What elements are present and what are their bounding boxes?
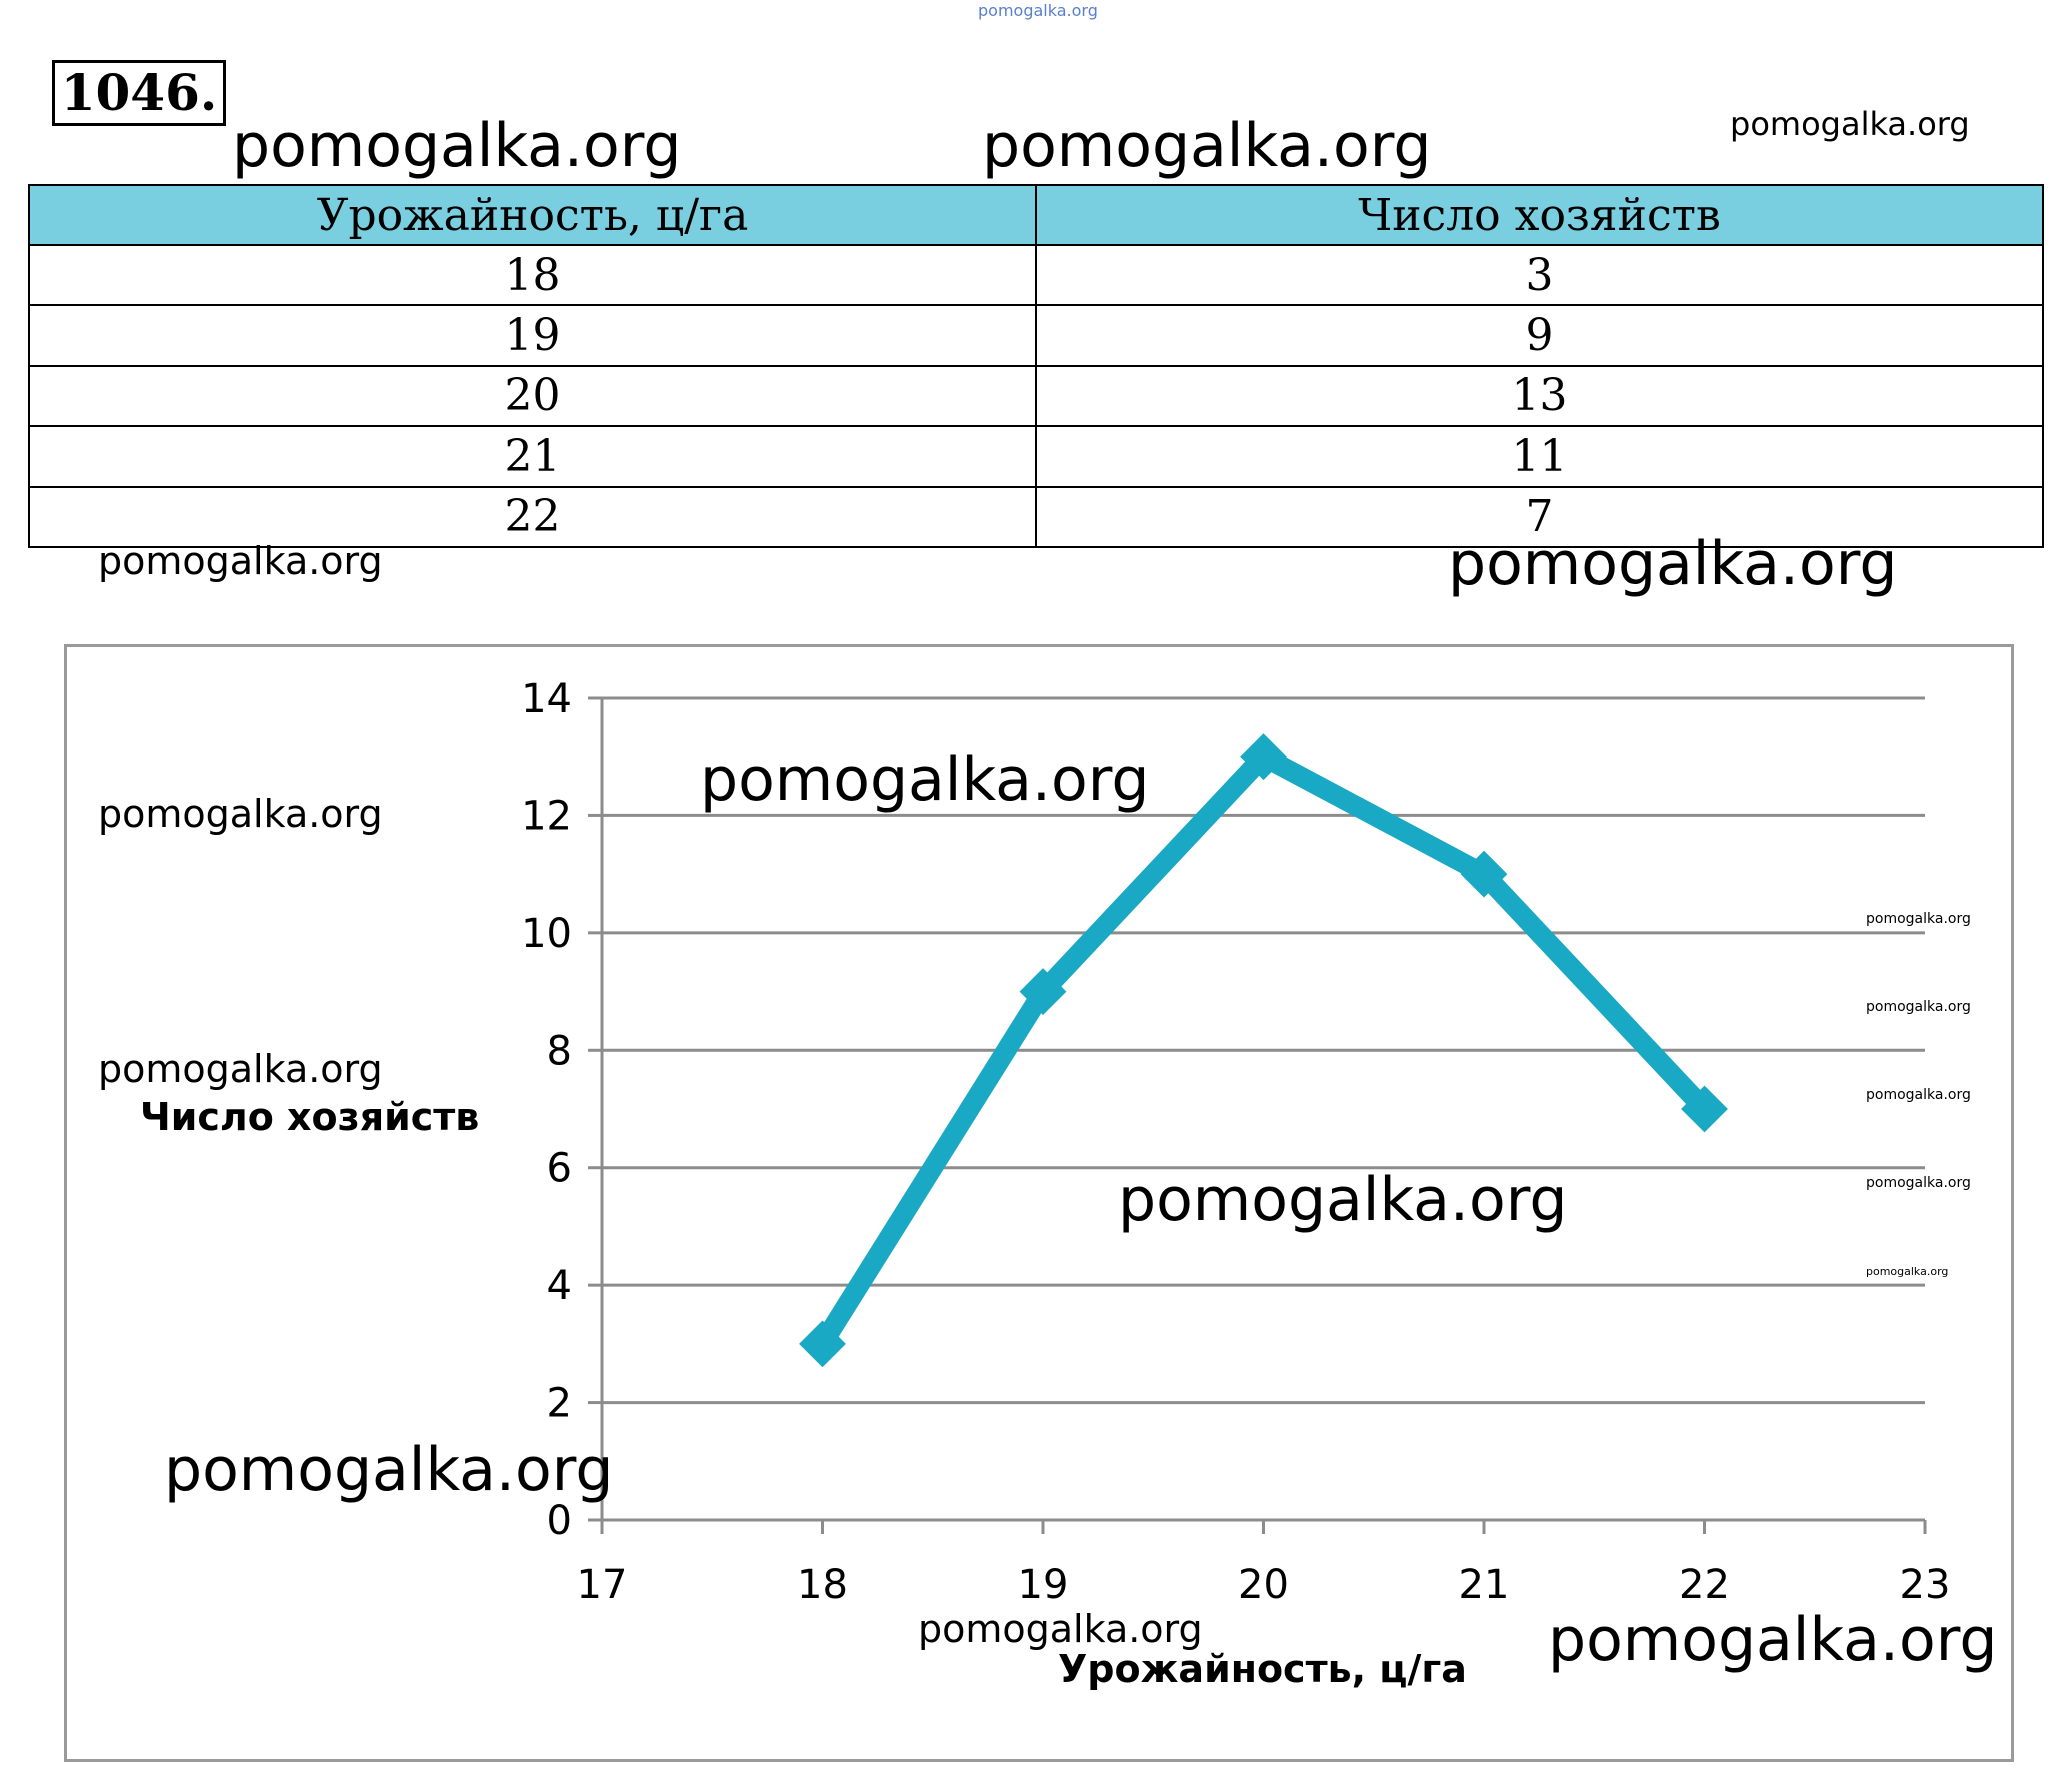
table-cell: 3 — [1035, 243, 2044, 307]
x-tick-label: 17 — [577, 1562, 628, 1608]
table-cell: 22 — [28, 485, 1037, 549]
x-axis-label: Урожайность, ц/га — [1058, 1647, 1467, 1691]
data-point-marker — [1681, 1085, 1728, 1133]
watermark-tiny: pomogalka.org — [1866, 1265, 1949, 1278]
watermark-tiny: pomogalka.org — [1866, 999, 1971, 1015]
watermark-large: pomogalka.org — [1548, 1605, 1998, 1675]
x-tick-label: 21 — [1459, 1562, 1510, 1608]
watermark-large: pomogalka.org — [1118, 1165, 1568, 1235]
data-table: Урожайность, ц/га Число хозяйств 18 3 19 9… — [28, 184, 2044, 549]
table-row: 18 3 — [28, 243, 2044, 307]
problem-number: 1046. — [52, 60, 226, 126]
watermark-large: pomogalka.org — [1448, 529, 1898, 599]
y-tick-label: 8 — [547, 1028, 572, 1074]
x-tick-label: 18 — [797, 1562, 848, 1608]
watermark-large: pomogalka.org — [232, 111, 682, 181]
watermark-tiny: pomogalka.org — [1866, 911, 1971, 927]
chart-frame — [64, 644, 2014, 1762]
table-header-cell: Урожайность, ц/га — [28, 184, 1037, 246]
watermark-large: pomogalka.org — [700, 745, 1150, 815]
table-cell: 7 — [1035, 485, 2044, 549]
table-header-cell: Число хозяйств — [1035, 184, 2044, 246]
table-cell: 19 — [28, 304, 1037, 367]
y-tick-label: 10 — [521, 911, 572, 957]
x-tick-label: 20 — [1238, 1562, 1289, 1608]
watermark-top-tiny: pomogalka.org — [978, 1, 1098, 20]
watermark-tiny: pomogalka.org — [1866, 1175, 1971, 1191]
y-tick-label: 2 — [547, 1381, 572, 1427]
watermark-medium: pomogalka.org — [1730, 105, 1970, 143]
data-point-marker — [799, 1320, 846, 1368]
table-cell: 18 — [28, 243, 1037, 307]
watermark-large: pomogalka.org — [164, 1435, 614, 1505]
table-cell: 20 — [28, 364, 1037, 428]
x-tick-label: 23 — [1900, 1562, 1951, 1608]
table-cell: 13 — [1035, 364, 2044, 428]
watermark-tiny: pomogalka.org — [1866, 1087, 1971, 1103]
y-axis-label: Число хозяйств — [140, 1095, 479, 1139]
table-row: 21 11 — [28, 425, 2044, 488]
table-row: 19 9 — [28, 304, 2044, 367]
watermark-medium: pomogalka.org — [918, 1607, 1203, 1651]
table-row: 20 13 — [28, 364, 2044, 428]
x-tick-label: 22 — [1679, 1562, 1730, 1608]
data-point-marker — [1460, 850, 1508, 898]
x-tick-label: 19 — [1018, 1562, 1069, 1608]
y-tick-label: 14 — [521, 676, 572, 722]
y-tick-label: 4 — [547, 1263, 572, 1309]
table-header-row: Урожайность, ц/га Число хозяйств — [28, 184, 2044, 246]
table-cell: 21 — [28, 425, 1037, 488]
data-point-marker — [1240, 733, 1287, 781]
table-cell: 11 — [1035, 425, 2044, 488]
y-tick-label: 0 — [547, 1498, 572, 1544]
y-tick-label: 6 — [547, 1146, 572, 1192]
y-tick-label: 12 — [521, 793, 572, 839]
watermark-large: pomogalka.org — [982, 111, 1432, 181]
watermark-medium: pomogalka.org — [98, 539, 383, 583]
watermark-medium: pomogalka.org — [98, 1047, 383, 1091]
watermark-medium: pomogalka.org — [98, 792, 383, 836]
table-cell: 9 — [1035, 304, 2044, 367]
table-row: 22 7 — [28, 485, 2044, 549]
data-point-marker — [1019, 968, 1067, 1015]
